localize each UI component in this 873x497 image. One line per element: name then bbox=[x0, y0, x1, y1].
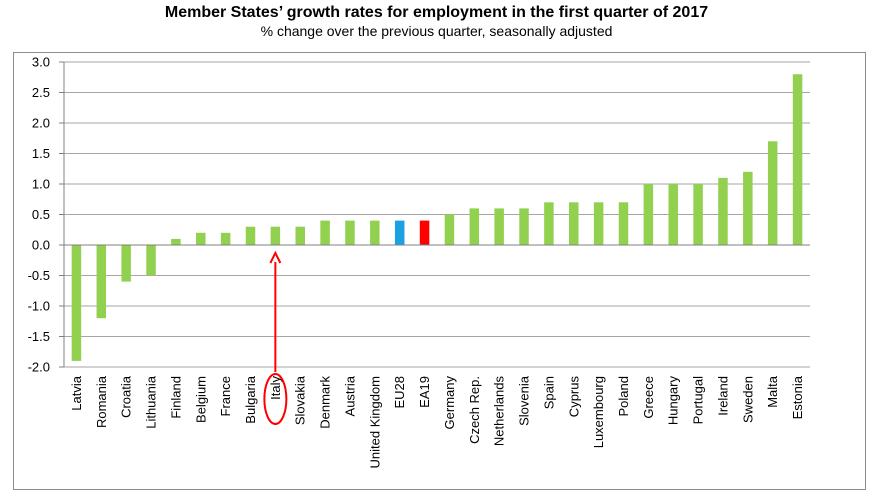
bar-ea19 bbox=[419, 220, 430, 245]
bar-finland bbox=[171, 238, 181, 245]
x-tick-label: EU28 bbox=[392, 376, 407, 409]
highlight-ellipse bbox=[263, 373, 288, 425]
bar-poland bbox=[618, 202, 629, 245]
x-tick-label: Hungary bbox=[666, 376, 681, 426]
bar-united-kingdom bbox=[370, 220, 380, 245]
bar-slovenia bbox=[519, 208, 529, 245]
y-tick-label: 0.0 bbox=[32, 238, 50, 253]
x-tick-label: Italy bbox=[268, 376, 283, 400]
x-tick-label: Sweden bbox=[740, 376, 755, 423]
x-tick-label: Bulgaria bbox=[243, 375, 258, 423]
bar-estonia bbox=[792, 74, 803, 245]
x-tick-label: Ireland bbox=[715, 376, 730, 416]
x-tick-label: Denmark bbox=[318, 376, 333, 429]
bar-austria bbox=[345, 220, 355, 245]
highlight-arrow-head bbox=[269, 250, 282, 264]
x-tick-label: France bbox=[218, 376, 233, 416]
y-tick-label: -1.5 bbox=[28, 329, 50, 344]
x-tick-label: Finland bbox=[168, 376, 183, 419]
y-tick-label: -2.0 bbox=[28, 360, 50, 375]
bar-france bbox=[220, 232, 231, 245]
bar-netherlands bbox=[494, 208, 504, 245]
x-tick-label: Greece bbox=[641, 376, 656, 419]
x-tick-label: EA19 bbox=[417, 376, 432, 408]
bar-italy bbox=[270, 226, 281, 245]
x-tick-label: Estonia bbox=[790, 375, 805, 419]
axes bbox=[59, 61, 810, 368]
bar-ireland bbox=[718, 177, 728, 245]
bar-greece bbox=[643, 184, 654, 245]
bar-eu28 bbox=[394, 220, 405, 245]
x-tick-label: Portugal bbox=[691, 376, 706, 425]
bar-latvia bbox=[71, 245, 82, 361]
bar-germany bbox=[444, 214, 455, 245]
bar-lithuania bbox=[146, 245, 156, 276]
bar-spain bbox=[544, 202, 554, 245]
x-tick-label: Netherlands bbox=[492, 376, 507, 447]
x-tick-label: Romania bbox=[94, 375, 109, 428]
x-tick-label: Slovenia bbox=[517, 375, 532, 426]
x-tick-label: Latvia bbox=[69, 375, 84, 410]
y-tick-label: 1.0 bbox=[32, 177, 50, 192]
y-tick-label: -0.5 bbox=[28, 268, 50, 283]
bar-belgium bbox=[196, 232, 206, 245]
x-tick-label: Croatia bbox=[119, 375, 134, 418]
y-tick-label: 3.0 bbox=[32, 55, 50, 70]
y-tick-label: 1.5 bbox=[32, 146, 50, 161]
bar-croatia bbox=[121, 245, 131, 282]
bar-romania bbox=[96, 245, 107, 319]
x-tick-label: Malta bbox=[765, 375, 780, 408]
y-tick-label: 2.0 bbox=[32, 116, 50, 131]
x-tick-label: Germany bbox=[442, 376, 457, 430]
x-tick-label: Luxembourg bbox=[591, 376, 606, 448]
bar-czech-rep- bbox=[469, 208, 480, 245]
x-tick-label: Slovakia bbox=[293, 375, 308, 425]
x-tick-label: United Kingdom bbox=[367, 376, 382, 469]
chart-title: Member States’ growth rates for employme… bbox=[164, 4, 709, 21]
bar-slovakia bbox=[295, 226, 305, 245]
x-tick-label: Austria bbox=[342, 375, 357, 416]
bar-malta bbox=[767, 141, 778, 245]
bar-cyprus bbox=[569, 202, 579, 245]
x-tick-label: Poland bbox=[616, 376, 631, 416]
x-tick-label: Czech Rep. bbox=[467, 376, 482, 444]
x-tick-label: Cyprus bbox=[566, 376, 581, 418]
y-tick-label: 2.5 bbox=[32, 85, 50, 100]
x-tick-label: Spain bbox=[541, 376, 556, 409]
bar-denmark bbox=[320, 220, 330, 245]
bar-luxembourg bbox=[593, 202, 604, 245]
bar-portugal bbox=[693, 184, 703, 245]
bar-sweden bbox=[743, 171, 753, 245]
y-tick-label: 0.5 bbox=[32, 207, 50, 222]
y-tick-label: -1.0 bbox=[28, 299, 50, 314]
bars bbox=[71, 74, 803, 361]
chart-subtitle: % change over the previous quarter, seas… bbox=[260, 23, 613, 39]
bar-bulgaria bbox=[245, 226, 256, 245]
bar-hungary bbox=[668, 184, 678, 245]
chart-frame bbox=[13, 52, 866, 490]
x-tick-label: Belgium bbox=[193, 376, 208, 423]
highlight-annotation bbox=[263, 250, 288, 425]
x-tick-label: Lithuania bbox=[144, 375, 159, 429]
y-tick-labels: 3.0 2.5 2.0 1.5 1.0 0.5 0.0 -0.5 -1.0 -1.5 -2.0 bbox=[28, 55, 50, 375]
gridlines bbox=[64, 61, 810, 368]
x-tick-labels: Latvia Romania Croatia Lithuania Finland Belg… bbox=[69, 375, 805, 468]
